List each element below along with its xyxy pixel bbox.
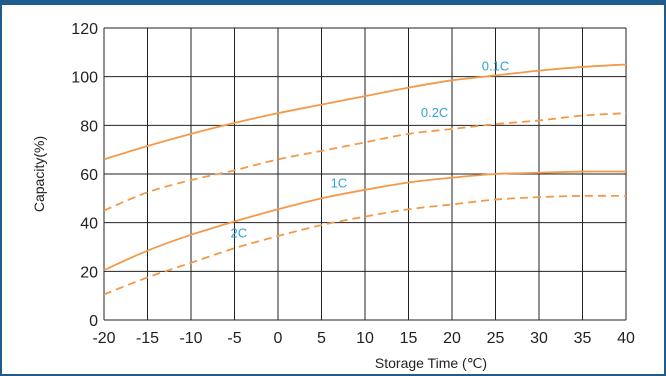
series-label-2C: 2C [231,225,248,240]
x-tick-label: 10 [356,330,374,347]
y-tick-label: 80 [80,118,98,135]
series-labels: 0.1C 0.2C 1C 2C [231,59,510,241]
x-tick-label: 15 [400,330,418,347]
series-label-0-1C: 0.1C [482,59,509,74]
series-line-2C [103,194,627,296]
y-tick-label: 20 [80,264,98,281]
y-tick-label: 60 [80,167,98,184]
y-tick-label: 120 [71,21,98,38]
x-tick-label: -15 [136,330,159,347]
x-tick-label: -10 [179,330,202,347]
series-line-1C [103,170,627,271]
tick-labels: -20 -15 -10 -5 0 5 10 15 20 25 30 35 40 0 20 40 60 80 100 1… [71,21,635,347]
series-line-0-1C [103,63,627,161]
x-tick-label: 5 [317,330,326,347]
series-line-0-2C [103,112,627,212]
x-axis-title: Storage Time (℃) [375,355,487,371]
series-label-0-2C: 0.2C [421,105,448,120]
y-tick-label: 40 [80,216,98,233]
x-tick-label: 0 [274,330,283,347]
x-tick-label: 40 [617,330,635,347]
y-axis-title: Capacity(%) [31,136,47,212]
y-tick-label: 0 [89,313,98,330]
x-tick-label: 35 [574,330,592,347]
x-tick-label: -5 [227,330,241,347]
x-tick-label: 25 [487,330,505,347]
series-label-1C: 1C [331,175,348,190]
x-tick-label: -20 [92,330,115,347]
x-tick-label: 20 [443,330,461,347]
series-layer [103,63,627,296]
x-tick-label: 30 [530,330,548,347]
y-tick-label: 100 [71,70,98,87]
grid [103,27,627,321]
